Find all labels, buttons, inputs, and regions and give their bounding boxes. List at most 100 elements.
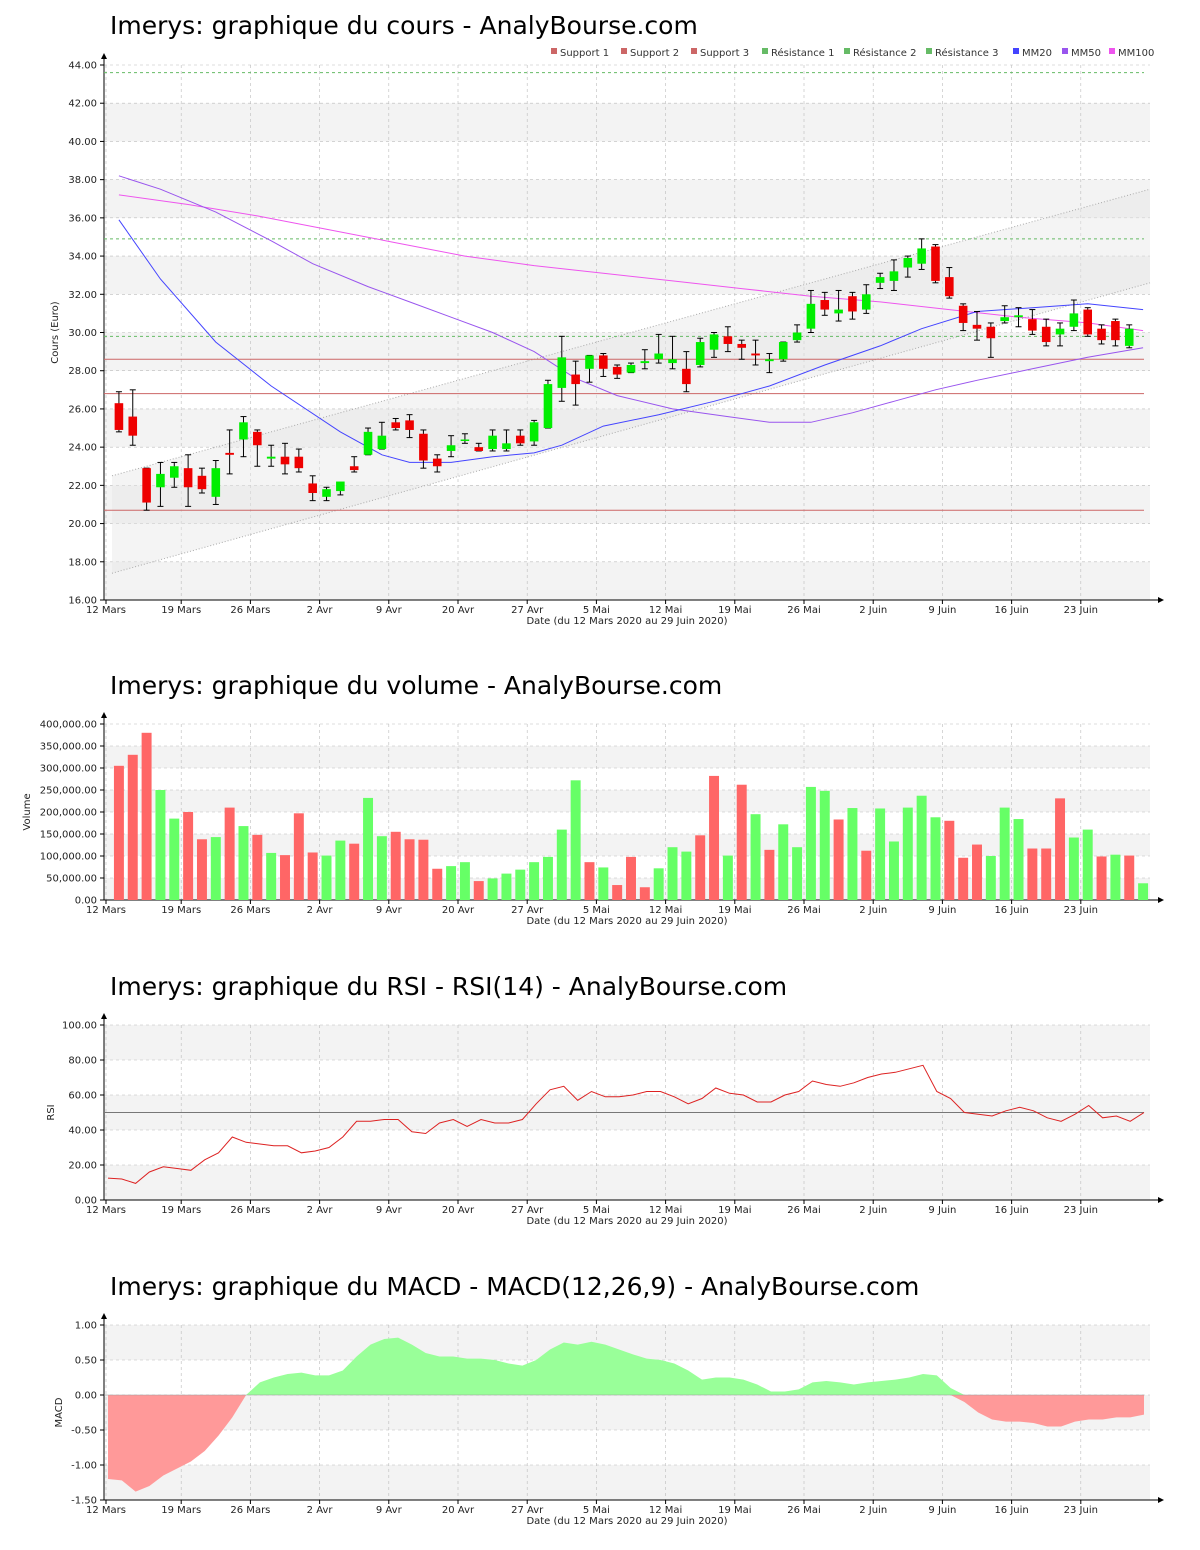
- y-axis-arrow: [101, 1313, 107, 1319]
- candle-body: [695, 342, 705, 365]
- y-axis-arrow: [101, 712, 107, 718]
- chart-title: Imerys: graphique du RSI - RSI(14) - Ana…: [110, 972, 787, 1001]
- x-tick-label: 26 Mai: [787, 605, 820, 616]
- volume-bar: [1096, 856, 1107, 900]
- legend-label: Résistance 2: [853, 47, 916, 59]
- candle-body: [432, 458, 442, 467]
- candle-body: [612, 366, 622, 375]
- rsi-line: [107, 1064, 1145, 1184]
- volume-bar: [487, 878, 498, 900]
- candle-body: [308, 483, 317, 493]
- x-axis-label: Date (du 12 Mars 2020 au 29 Juin 2020): [526, 1216, 727, 1227]
- volume-bar: [335, 840, 346, 900]
- candle-body: [128, 416, 138, 436]
- x-tick-label: 23 Juin: [1064, 1505, 1098, 1516]
- volume-bar: [155, 790, 166, 900]
- candle-body: [1014, 315, 1023, 318]
- candle-body: [142, 468, 151, 503]
- volume-chart: Imerys: graphique du volume - AnalyBours…: [22, 671, 1164, 927]
- candle-body: [377, 435, 387, 450]
- candle-body: [1083, 309, 1093, 335]
- volume-bar: [113, 765, 124, 900]
- candle-body: [1000, 317, 1009, 322]
- candle-body: [571, 374, 580, 385]
- volume-bar: [875, 808, 886, 900]
- x-axis-arrow: [1158, 1497, 1164, 1503]
- candle-body: [626, 364, 636, 373]
- y-tick-label: 16.00: [68, 596, 97, 607]
- volume-bar: [888, 841, 899, 900]
- y-tick-label: 200,000.00: [40, 808, 97, 819]
- trend-channel-upper: [111, 188, 1151, 477]
- volume-bar: [252, 834, 263, 900]
- volume-bar: [985, 856, 996, 900]
- volume-bar: [446, 866, 457, 900]
- x-tick-label: 19 Mars: [161, 605, 201, 616]
- candle-body: [1069, 313, 1079, 327]
- x-tick-label: 19 Mai: [718, 905, 751, 916]
- grid-band: [104, 332, 1150, 371]
- x-tick-label: 9 Juin: [928, 1205, 956, 1216]
- candle-body: [654, 353, 663, 360]
- volume-bar: [459, 862, 470, 900]
- candle-body: [723, 336, 733, 344]
- x-axis-arrow: [1158, 1197, 1164, 1203]
- x-tick-label: 5 Mai: [583, 1505, 610, 1516]
- candle-body: [682, 368, 691, 385]
- x-tick-label: 2 Juin: [859, 605, 887, 616]
- y-tick-label: 400,000.00: [40, 720, 97, 731]
- volume-bar: [819, 790, 830, 900]
- volume-bar: [695, 835, 706, 900]
- volume-bar: [805, 786, 816, 900]
- candle-body: [405, 420, 414, 430]
- volume-bar: [861, 850, 872, 900]
- grid-band: [104, 1165, 1150, 1200]
- x-axis-label: Date (du 12 Mars 2020 au 29 Juin 2020): [526, 616, 727, 627]
- y-axis-label: MACD: [54, 1397, 65, 1427]
- candle-body: [1097, 328, 1106, 341]
- y-tick-label: 18.00: [68, 557, 97, 568]
- y-tick-label: 50,000.00: [46, 874, 97, 885]
- volume-bar: [916, 795, 927, 900]
- x-tick-label: 2 Juin: [859, 1205, 887, 1216]
- candle-body: [446, 445, 456, 451]
- x-tick-label: 20 Avr: [442, 905, 475, 916]
- x-tick-label: 20 Avr: [442, 1505, 475, 1516]
- x-tick-label: 27 Avr: [511, 1205, 544, 1216]
- x-tick-label: 9 Juin: [928, 605, 956, 616]
- x-tick-label: 12 Mai: [649, 1205, 682, 1216]
- y-tick-label: 0.00: [75, 1391, 97, 1402]
- y-tick-label: 250,000.00: [40, 786, 97, 797]
- candle-body: [1028, 319, 1037, 331]
- trend-channel-fill: [112, 189, 1150, 574]
- candle-body: [737, 343, 747, 348]
- y-axis-arrow: [101, 1013, 107, 1019]
- volume-bar: [681, 851, 692, 900]
- candle-body: [875, 277, 885, 283]
- candle-body: [986, 326, 996, 339]
- volume-bar: [999, 807, 1010, 900]
- grid-band: [104, 1465, 1150, 1500]
- legend-swatch: [1062, 48, 1068, 54]
- x-tick-label: 19 Mars: [161, 905, 201, 916]
- candle-body: [322, 489, 331, 497]
- candle-body: [903, 257, 913, 268]
- chart-title: Imerys: graphique du cours - AnalyBourse…: [110, 11, 698, 40]
- x-tick-label: 19 Mai: [718, 605, 751, 616]
- x-axis-label: Date (du 12 Mars 2020 au 29 Juin 2020): [526, 1516, 727, 1527]
- candle-body: [211, 468, 221, 497]
- x-tick-label: 9 Avr: [376, 605, 403, 616]
- x-tick-label: 5 Mai: [583, 605, 610, 616]
- volume-bar: [612, 885, 623, 900]
- candle-body: [945, 277, 954, 297]
- x-tick-label: 20 Avr: [442, 605, 475, 616]
- candle-body: [1041, 326, 1051, 343]
- volume-bar: [709, 775, 720, 900]
- x-tick-label: 23 Juin: [1064, 605, 1098, 616]
- x-tick-label: 2 Avr: [307, 1205, 334, 1216]
- y-axis-label: Cours (Euro): [50, 301, 61, 364]
- legend-label: Résistance 1: [771, 47, 834, 59]
- x-tick-label: 19 Mai: [718, 1505, 751, 1516]
- x-tick-label: 12 Mai: [649, 905, 682, 916]
- volume-bar: [501, 873, 512, 900]
